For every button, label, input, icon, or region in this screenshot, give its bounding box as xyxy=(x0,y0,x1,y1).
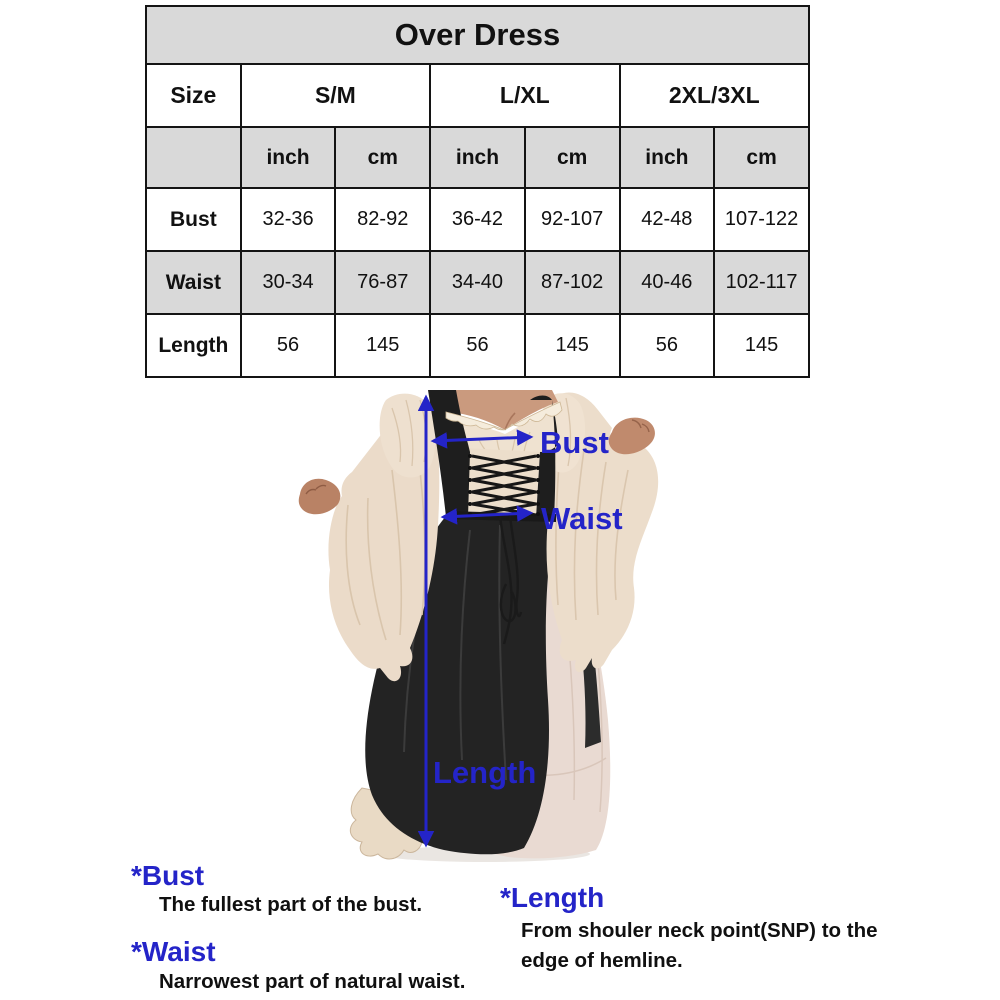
size-group-cell: L/XL xyxy=(429,63,621,128)
lacing-cords xyxy=(498,515,523,645)
row-label-cell: Bust xyxy=(145,187,242,252)
corner-label-cell: Size xyxy=(145,63,242,128)
empty-cell xyxy=(145,126,242,189)
table-row: Size S/M L/XL 2XL/3XL xyxy=(145,63,811,128)
legend-bust-term: *Bust xyxy=(131,860,205,891)
bust-arrow xyxy=(430,429,534,449)
value-cell: 107-122 xyxy=(713,187,810,252)
unit-cell: cm xyxy=(523,126,621,189)
legend-length-term: *Length xyxy=(500,882,605,913)
size-group-cell: 2XL/3XL xyxy=(618,63,811,128)
table-row: inch cm inch cm inch cm xyxy=(145,126,810,189)
value-cell: 92-107 xyxy=(523,187,621,252)
legend-bust-definition: The fullest part of the bust. xyxy=(159,893,423,916)
legend-length-definition: From shouler neck point(SNP) to the edge… xyxy=(521,919,878,972)
value-cell: 32-36 xyxy=(239,187,337,252)
value-cell: 82-92 xyxy=(334,187,432,252)
unit-cell: inch xyxy=(618,126,716,189)
value-cell: 87-102 xyxy=(523,250,621,315)
neckline-ruffle xyxy=(445,401,563,431)
value-cell: 36-42 xyxy=(429,187,526,252)
legend-waist-term: *Waist xyxy=(131,936,216,967)
value-cell: 102-117 xyxy=(713,250,810,315)
length-arrow-label: Length xyxy=(433,755,536,790)
legend-waist-definition: Narrowest part of natural waist. xyxy=(159,970,466,993)
size-chart-table: Over Dress Size S/M L/XL 2XL/3XL inch cm… xyxy=(145,5,811,378)
value-cell: 145 xyxy=(713,313,810,378)
right-hand xyxy=(608,417,655,455)
waist-arrow xyxy=(440,505,534,525)
left-hand xyxy=(298,478,341,515)
table-row-bust: Bust 32-36 82-92 36-42 92-107 42-48 107-… xyxy=(145,187,810,252)
row-label-cell: Length xyxy=(145,313,242,378)
row-label-cell: Waist xyxy=(145,250,242,315)
unit-cell: inch xyxy=(429,126,526,189)
measurement-annotations xyxy=(417,394,534,848)
value-cell: 76-87 xyxy=(334,250,432,315)
value-cell: 56 xyxy=(239,313,337,378)
table-title: Over Dress xyxy=(145,5,810,65)
value-cell: 34-40 xyxy=(429,250,526,315)
size-group-cell: S/M xyxy=(239,63,432,128)
table-row: Over Dress xyxy=(145,5,810,65)
unit-cell: cm xyxy=(713,126,810,189)
hem-ruffle xyxy=(349,787,427,860)
value-cell: 145 xyxy=(334,313,432,378)
unit-cell: inch xyxy=(239,126,337,189)
unit-cell: cm xyxy=(334,126,432,189)
value-cell: 56 xyxy=(429,313,526,378)
table-row-waist: Waist 30-34 76-87 34-40 87-102 40-46 102… xyxy=(145,250,810,315)
value-cell: 56 xyxy=(618,313,716,378)
table-row-length: Length 56 145 56 145 56 145 xyxy=(145,313,810,378)
value-cell: 145 xyxy=(523,313,621,378)
value-cell: 42-48 xyxy=(618,187,716,252)
value-cell: 30-34 xyxy=(239,250,337,315)
value-cell: 40-46 xyxy=(618,250,716,315)
bust-arrow-label: Bust xyxy=(540,425,609,460)
waist-arrow-label: Waist xyxy=(541,501,623,536)
